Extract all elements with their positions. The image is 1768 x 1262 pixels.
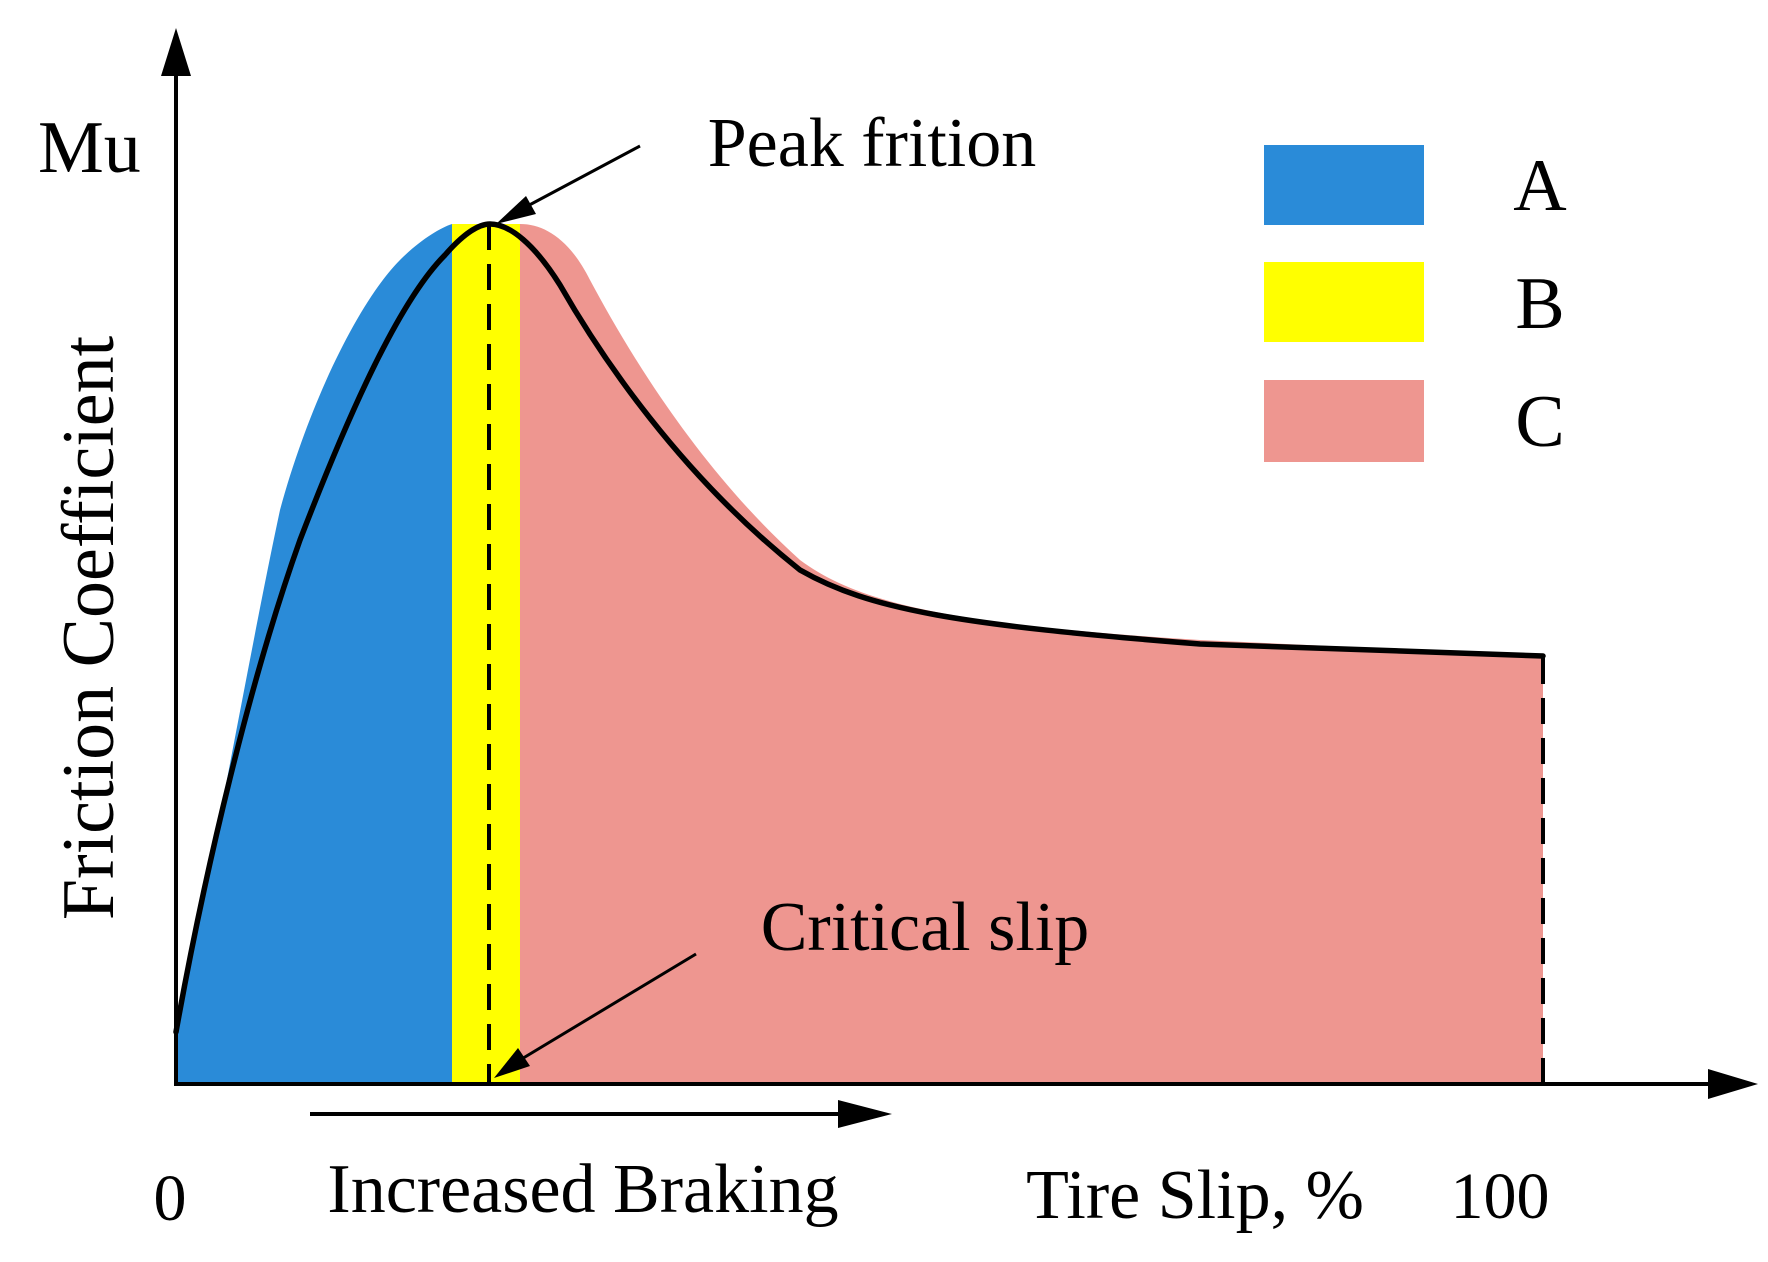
braking-arrow-icon <box>838 1100 892 1128</box>
peak-pointer-arrow-icon <box>496 196 536 224</box>
x-axis-min-label: 0 <box>154 1162 187 1235</box>
x-axis-arrow-icon <box>1708 1069 1758 1099</box>
y-axis-short-label: Mu <box>38 107 141 189</box>
legend-label-a: A <box>1513 145 1566 227</box>
peak-friction-label: Peak frition <box>708 105 1037 182</box>
y-axis-label: Friction Coefficient <box>48 335 130 920</box>
critical-slip-label: Critical slip <box>761 889 1090 966</box>
legend-label-b: B <box>1515 263 1564 345</box>
x-axis-max-label: 100 <box>1451 1160 1550 1233</box>
critical-pointer-line <box>519 952 697 1062</box>
legend-swatch-b <box>1264 262 1424 342</box>
x-axis-label: Tire Slip, % <box>1026 1157 1364 1234</box>
increased-braking-label: Increased Braking <box>327 1151 838 1228</box>
critical-pointer-arrow-icon <box>494 1048 530 1078</box>
zone-c-area <box>520 224 1543 1082</box>
legend-swatch-c <box>1264 380 1424 462</box>
zone-a-area <box>176 224 452 1082</box>
legend-swatch-a <box>1264 145 1424 225</box>
y-axis-arrow-icon <box>161 28 191 76</box>
zone-b-area <box>452 224 520 1082</box>
legend-label-c: C <box>1515 381 1564 463</box>
friction-curve <box>173 221 1546 1035</box>
peak-pointer-line <box>519 144 641 212</box>
